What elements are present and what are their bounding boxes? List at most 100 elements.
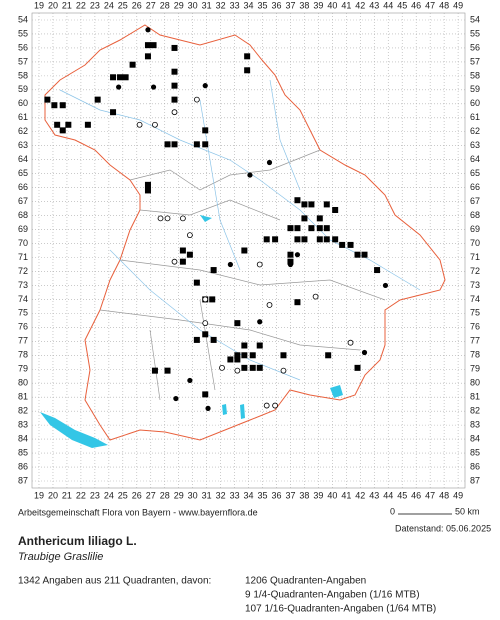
row-label: 68 [470,210,480,220]
circle-marker [347,339,354,346]
row-label: 72 [18,266,28,276]
square-marker [308,225,315,232]
row-label: 80 [470,378,480,388]
row-label: 67 [470,196,480,206]
state-border [44,24,446,441]
row-label: 75 [18,308,28,318]
row-label: 72 [470,266,480,276]
square-marker [210,267,217,274]
row-label: 73 [18,280,28,290]
column-label: 37 [285,490,295,500]
square-marker [316,215,323,222]
column-label: 43 [369,490,379,500]
square-marker [202,127,209,134]
species-subtitle: Traubige Graslilie [18,551,103,563]
circle-marker [312,293,319,300]
column-label: 30 [188,490,198,500]
dot-marker [266,159,273,166]
column-label: 45 [397,0,407,10]
row-label: 62 [18,126,28,136]
column-label: 31 [202,0,212,10]
row-label: 63 [18,140,28,150]
dot-marker [257,319,263,325]
row-label: 64 [18,154,28,164]
row-label: 83 [18,420,28,430]
column-label: 49 [453,0,463,10]
row-label: 57 [470,56,480,66]
column-label: 46 [411,0,421,10]
square-marker [171,44,178,51]
lakes [200,215,343,419]
row-label: 87 [18,475,28,485]
column-label: 34 [244,490,254,500]
square-marker [234,352,241,359]
square-marker [287,225,294,232]
column-label: 23 [90,0,100,10]
square-marker [54,121,61,128]
column-label: 37 [285,0,295,10]
circle-marker [256,261,263,268]
square-marker [354,251,361,258]
stat: 1206 Quadranten-Angaben [245,576,366,587]
row-label: 67 [18,196,28,206]
dot-marker [227,261,233,268]
dot-marker [361,349,368,356]
square-marker [144,42,151,49]
column-label: 28 [160,0,170,10]
stat: 107 1/16-Quadranten-Angaben (1/64 MTB) [245,604,436,615]
square-marker [164,367,171,374]
column-label: 35 [258,0,268,10]
dot-marker [287,261,294,268]
dot-marker [150,84,157,90]
circle-marker [202,320,209,327]
square-marker [150,42,157,49]
square-marker [256,364,263,371]
square-marker [202,141,209,148]
stat: 9 1/4-Quadranten-Angaben (1/16 MTB) [245,590,420,601]
row-label: 63 [470,140,480,150]
circle-marker [157,215,164,222]
row-label: 65 [470,168,480,178]
dot-marker [202,83,208,89]
row-label: 56 [18,42,28,52]
square-marker [249,364,256,371]
column-label: 40 [327,490,337,500]
square-marker [51,102,58,109]
row-label: 69 [18,224,28,234]
dot-marker [145,27,151,33]
square-marker [202,331,209,338]
lake-bodensee [40,412,108,448]
square-marker [179,258,186,265]
column-label: 24 [104,0,114,10]
column-label: 44 [383,0,393,10]
row-label: 56 [470,42,480,52]
column-label: 19 [34,0,44,10]
row-label: 55 [470,28,480,38]
row-label: 86 [470,461,480,471]
square-marker [272,236,279,243]
dot-marker [173,395,179,402]
column-label: 36 [271,490,281,500]
markers [44,27,389,411]
square-marker [129,61,136,68]
row-label: 85 [470,447,480,457]
circle-marker [186,232,193,239]
row-label: 82 [18,406,28,416]
square-marker [263,236,270,243]
square-marker [325,352,332,359]
row-label: 85 [18,447,28,457]
square-marker [280,352,287,359]
column-label: 24 [104,490,114,500]
square-marker [301,236,308,243]
column-label: 42 [355,490,365,500]
dot-marker [116,84,122,90]
square-marker [294,225,301,232]
column-label: 25 [118,0,128,10]
circle-marker [136,121,143,128]
square-marker [59,102,66,109]
column-label: 32 [216,490,226,500]
row-label: 60 [470,98,480,108]
column-label: 22 [76,490,86,500]
row-label: 64 [470,154,480,164]
square-marker [323,201,330,208]
